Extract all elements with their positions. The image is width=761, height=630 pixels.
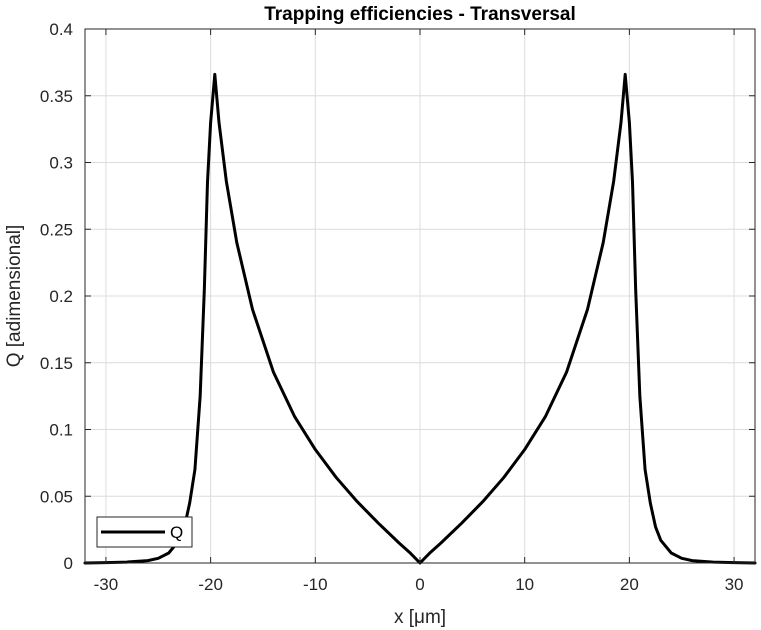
x-tick-label: -20 [198,575,223,594]
legend-label: Q [170,523,183,542]
x-tick-label: -10 [303,575,328,594]
y-axis-label: Q [adimensional] [4,225,25,368]
y-tick-label: 0.3 [49,154,73,173]
tick-labels: -30 -20 -10 0 10 20 30 0 0.05 0.1 0.15 0.2 0.25 0.3 0.… [40,20,744,594]
x-tick-label: 30 [725,575,744,594]
y-tick-label: 0.1 [49,421,73,440]
chart-title: Trapping efficiencies - Transversal [264,4,576,25]
x-tick-label: 0 [415,575,424,594]
x-tick-label: 10 [515,575,534,594]
y-tick-label: 0.05 [40,487,73,506]
y-tick-label: 0.35 [40,87,73,106]
y-tick-label: 0.25 [40,220,73,239]
x-tick-label: -30 [94,575,119,594]
ticks [85,28,755,564]
legend: Q [96,516,193,548]
y-tick-label: 0.15 [40,354,73,373]
x-axis-label: x [μm] [394,607,446,628]
y-tick-label: 0.4 [49,20,73,39]
x-tick-label: 20 [620,575,639,594]
y-tick-label: 0 [64,554,73,573]
y-tick-label: 0.2 [49,287,73,306]
